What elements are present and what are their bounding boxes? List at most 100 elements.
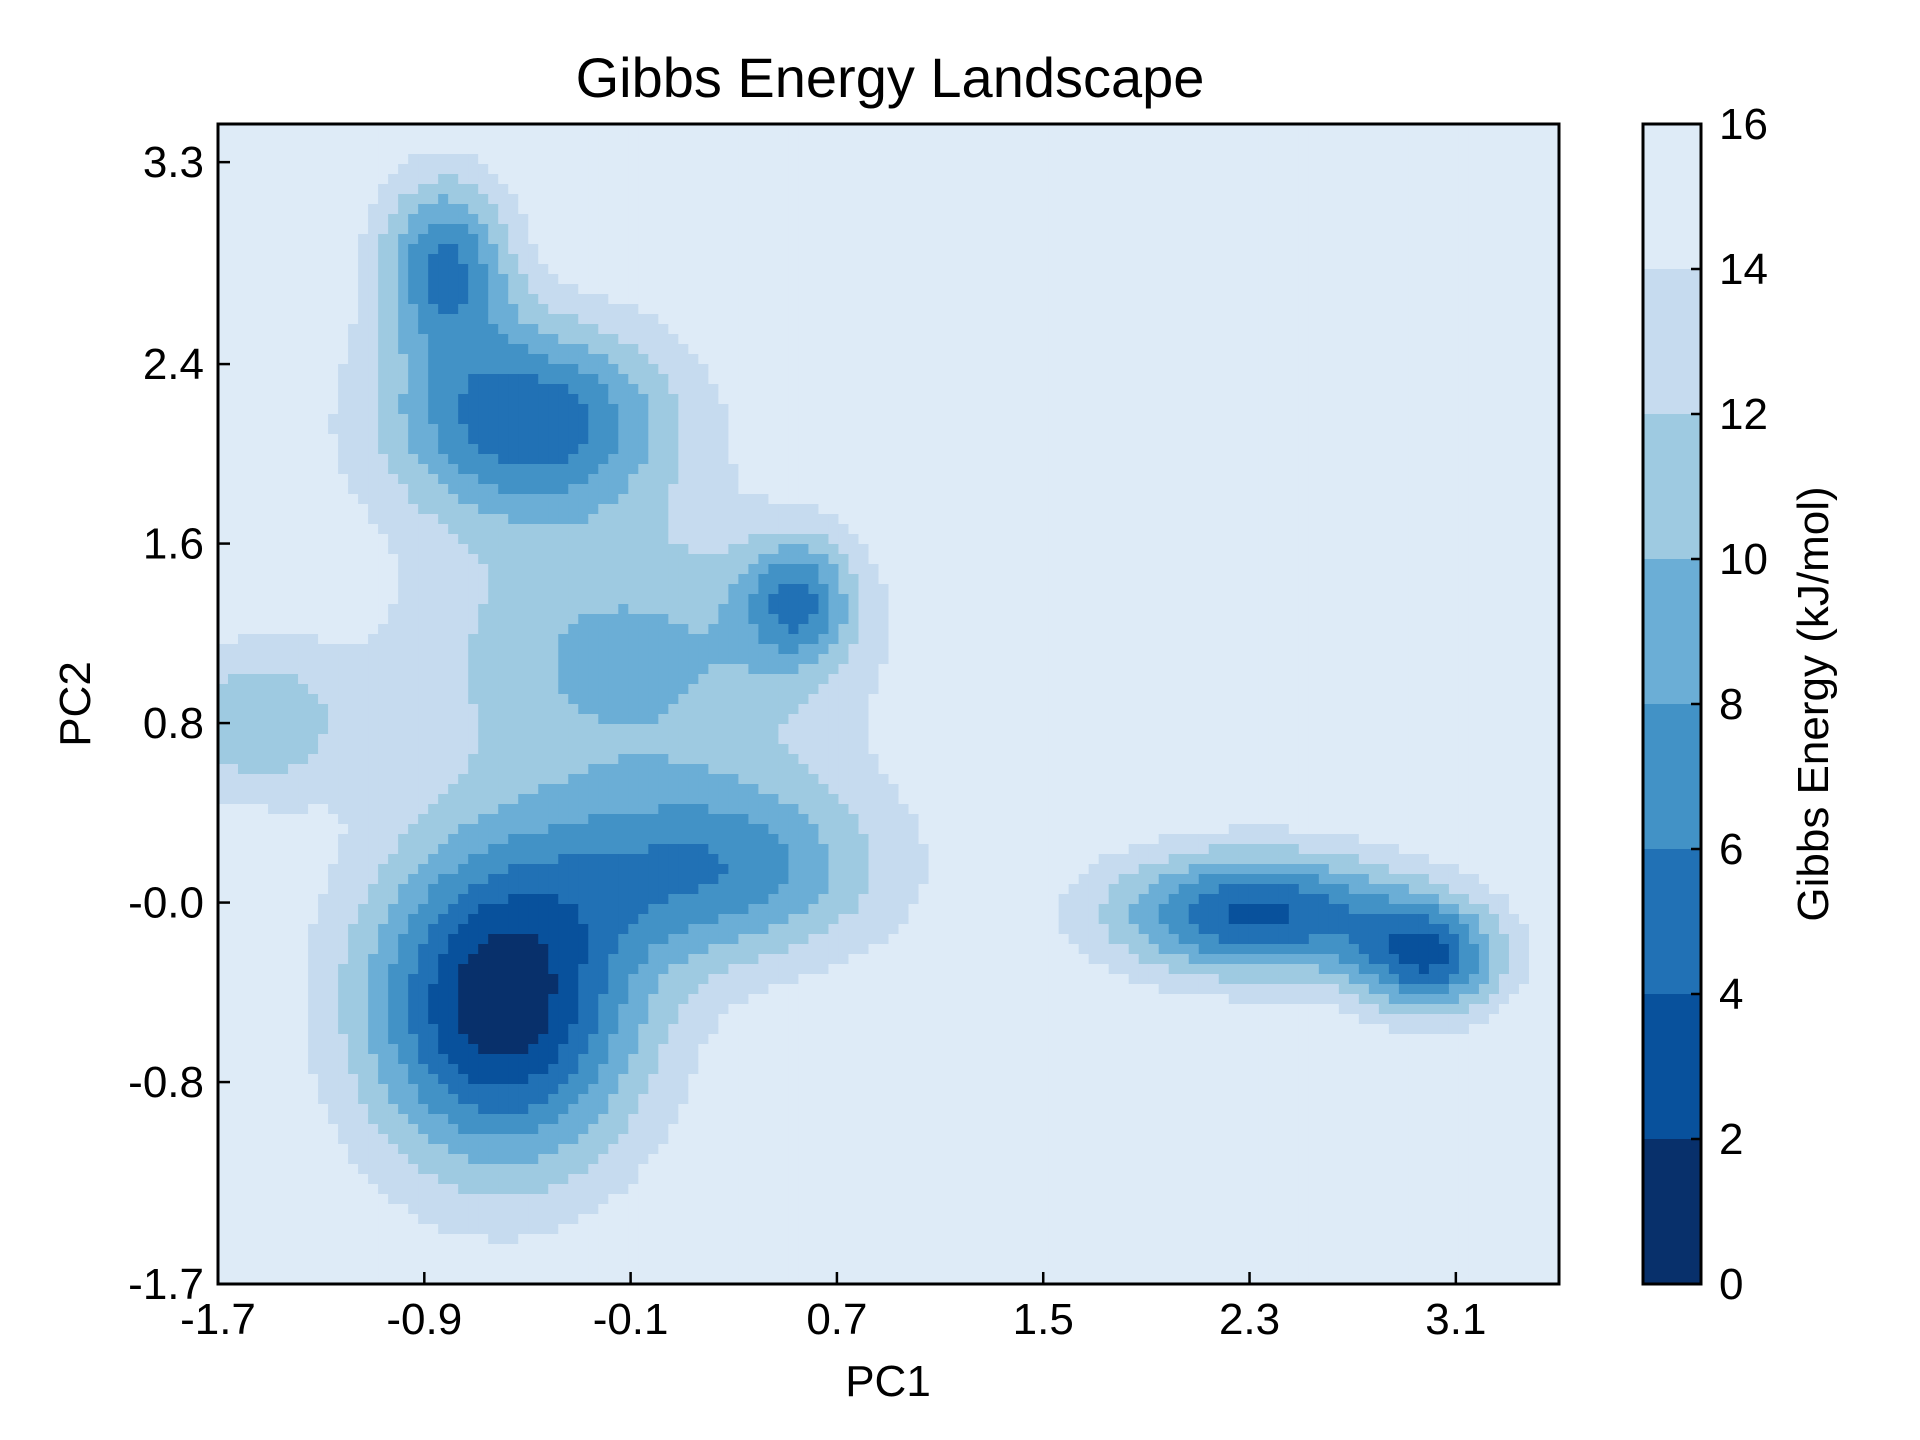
contour-cell — [858, 284, 870, 295]
contour-cell — [1448, 414, 1460, 425]
contour-cell — [328, 304, 339, 315]
contour-cell — [218, 184, 229, 195]
contour-cell — [378, 434, 389, 445]
contour-cell — [1358, 254, 1370, 265]
contour-cell — [658, 254, 669, 265]
contour-cell — [1368, 234, 1380, 245]
contour-cell — [1468, 274, 1480, 285]
contour-cell — [478, 334, 489, 345]
contour-cell — [1018, 364, 1030, 375]
contour-cell — [328, 294, 339, 305]
contour-cell — [298, 414, 309, 425]
contour-cell — [1328, 184, 1340, 195]
contour-cell — [1118, 194, 1130, 205]
contour-cell — [828, 424, 840, 435]
contour-cell — [1378, 164, 1390, 175]
contour-cell — [338, 444, 349, 455]
contour-cell — [358, 284, 369, 295]
contour-cell — [548, 204, 559, 215]
contour-cell — [1228, 394, 1240, 405]
contour-cell — [308, 444, 319, 455]
contour-cell — [508, 494, 519, 505]
contour-cell — [378, 194, 389, 205]
contour-cell — [1278, 414, 1290, 425]
contour-cell — [968, 134, 980, 145]
contour-cell — [718, 224, 729, 235]
contour-cell — [1158, 254, 1170, 265]
contour-cell — [1258, 164, 1270, 175]
contour-cell — [1458, 214, 1470, 225]
contour-cell — [1218, 304, 1230, 315]
contour-cell — [1038, 164, 1050, 175]
contour-cell — [618, 324, 629, 335]
contour-cell — [978, 264, 990, 275]
contour-cell — [328, 234, 339, 245]
contour-cell — [1278, 364, 1290, 375]
contour-cell — [1068, 434, 1080, 445]
contour-cell — [888, 414, 900, 425]
contour-cell — [678, 264, 689, 275]
contour-cell — [368, 434, 379, 445]
contour-cell — [278, 304, 289, 315]
contour-cell — [728, 454, 739, 465]
contour-cell — [1168, 264, 1180, 275]
contour-cell — [898, 174, 910, 185]
contour-cell — [1338, 414, 1350, 425]
contour-cell — [1158, 434, 1170, 445]
contour-cell — [468, 284, 479, 295]
contour-cell — [1268, 244, 1280, 255]
contour-cell — [1028, 464, 1040, 475]
contour-cell — [608, 274, 619, 285]
contour-cell — [598, 254, 609, 265]
contour-cell — [1358, 144, 1370, 155]
contour-cell — [698, 144, 709, 155]
contour-cell — [768, 434, 780, 445]
contour-cell — [568, 234, 579, 245]
contour-cell — [1178, 124, 1190, 135]
contour-cell — [968, 144, 980, 155]
contour-cell — [1108, 214, 1120, 225]
contour-cell — [218, 314, 229, 325]
contour-cell — [338, 234, 349, 245]
contour-cell — [658, 484, 669, 495]
contour-cell — [348, 374, 359, 385]
contour-cell — [1088, 474, 1100, 485]
contour-cell — [268, 394, 279, 405]
contour-cell — [1148, 454, 1160, 465]
contour-cell — [1378, 134, 1390, 145]
contour-cell — [1538, 294, 1550, 305]
contour-cell — [398, 434, 409, 445]
contour-cell — [238, 224, 249, 235]
contour-cell — [1448, 174, 1460, 185]
contour-cell — [1178, 344, 1190, 355]
contour-cell — [1428, 304, 1440, 315]
contour-cell — [968, 464, 980, 475]
contour-cell — [528, 344, 539, 355]
contour-cell — [548, 314, 559, 325]
contour-cell — [1528, 144, 1540, 155]
contour-cell — [788, 234, 800, 245]
contour-cell — [618, 254, 629, 265]
contour-cell — [1288, 354, 1300, 365]
contour-cell — [1388, 134, 1400, 145]
contour-cell — [1268, 214, 1280, 225]
contour-cell — [418, 414, 429, 425]
contour-cell — [1318, 424, 1330, 435]
contour-cell — [938, 314, 950, 325]
contour-cell — [488, 274, 499, 285]
contour-cell — [1488, 204, 1500, 215]
contour-cell — [458, 314, 469, 325]
contour-cell — [668, 434, 679, 445]
contour-cell — [358, 174, 369, 185]
contour-cell — [988, 364, 1000, 375]
contour-cell — [958, 274, 970, 285]
contour-cell — [898, 334, 910, 345]
contour-cell — [448, 484, 459, 495]
contour-cell — [1348, 434, 1360, 445]
contour-cell — [1288, 304, 1300, 315]
contour-cell — [1058, 384, 1070, 395]
contour-cell — [1268, 424, 1280, 435]
contour-cell — [428, 434, 439, 445]
contour-cell — [518, 164, 529, 175]
contour-cell — [348, 174, 359, 185]
